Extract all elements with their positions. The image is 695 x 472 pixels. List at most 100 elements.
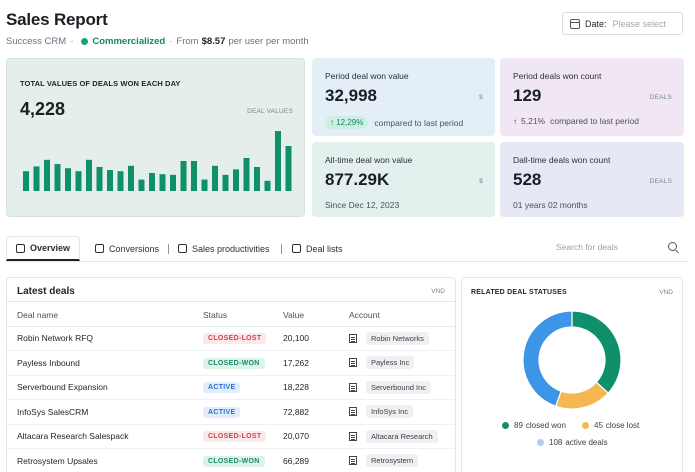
panel-unit: VND [659, 289, 673, 296]
table-row[interactable]: Payless Inbound CLOSED-WON 17,262 Payless I… [7, 350, 455, 376]
status-badge: CLOSED-LOST [203, 333, 267, 345]
latest-deals-panel: Latest deals VND Deal name Status Value … [6, 277, 456, 472]
deals-won-chart-card: TOTAL VALUES OF DEALS WON EACH DAY 4,228… [6, 58, 305, 217]
account-chip[interactable]: Retrosystem [366, 454, 419, 468]
column-header[interactable]: Status [193, 305, 273, 327]
page-header: Sales Report Success CRM - Commercialize… [6, 10, 309, 47]
deal-account: Retrosystem [339, 448, 455, 472]
tab-label: Overview [30, 243, 71, 253]
deal-status: CLOSED-LOST [193, 326, 273, 351]
bar [170, 174, 176, 191]
table-row[interactable]: Robin Network RFQ CLOSED-LOST 20,100 Robin … [7, 326, 455, 351]
deal-name: Altacara Research Salespack [7, 424, 193, 449]
account-chip[interactable]: Payless Inc [366, 356, 415, 370]
kpi-value: 877.29K [325, 170, 390, 189]
bar [96, 167, 103, 191]
legend-count: 108 [549, 438, 563, 447]
deal-value: 20,100 [273, 326, 339, 351]
chart-title: TOTAL VALUES OF DEALS WON EACH DAY [20, 79, 181, 88]
tab-divider [168, 244, 169, 254]
bar [212, 165, 218, 191]
legend-dot-icon [502, 422, 509, 429]
deal-value: 20,070 [273, 424, 339, 449]
deal-value: 72,882 [273, 399, 339, 425]
table-row[interactable]: Serverbound Expansion ACTIVE 18,228 Serverb… [7, 375, 455, 400]
tab-bar: Overview Conversions Sales productivitie… [6, 236, 689, 262]
deals-table: Deal name Status Value Account Robin Net… [7, 305, 455, 472]
search-icon[interactable] [668, 242, 677, 251]
dollar-icon [16, 243, 25, 253]
change-badge: ↑ 12,29% [325, 116, 369, 129]
kpi-foot: ↑ 5,21% compared to last period [513, 116, 639, 126]
account-cell: Payless Inc [349, 356, 455, 370]
kpi-title: All-time deal won value [325, 155, 413, 165]
separator: - [70, 36, 74, 47]
search-input[interactable]: Search for deals [556, 242, 618, 252]
column-header[interactable]: Account [339, 305, 455, 327]
account-cell: InfoSys Inc [349, 405, 455, 419]
kpi-alltime-count: Dall-time deals won count 528 DEALS 01 y… [500, 142, 684, 217]
kpi-unit: $ [479, 94, 483, 101]
status-badge: CLOSED-WON [203, 455, 265, 467]
kpi-foot: Since Dec 12, 2023 [325, 200, 400, 210]
divider [7, 301, 455, 302]
kpi-foot: ↑ 12,29% compared to last period [325, 116, 463, 129]
bar [138, 179, 145, 191]
status-badge: CLOSED-WON [203, 357, 265, 369]
column-header[interactable]: Deal name [7, 305, 193, 327]
legend-item-closed-won: 89 closed won [502, 421, 566, 430]
tab-deal-lists[interactable]: Deal lists [292, 236, 343, 261]
price: $8.57 [201, 36, 226, 47]
bar [201, 179, 208, 191]
tab-sales-productivities[interactable]: Sales productivities [178, 236, 270, 261]
tab-overview[interactable]: Overview [6, 236, 81, 261]
bar [75, 171, 82, 191]
deal-status: CLOSED-WON [193, 448, 273, 472]
deal-value: 18,228 [273, 375, 339, 400]
bar [275, 131, 281, 191]
status-badge: ACTIVE [203, 382, 241, 394]
columns-icon [95, 244, 104, 253]
tab-conversions[interactable]: Conversions [95, 236, 159, 261]
legend-dot-icon [582, 422, 589, 429]
kpi-period-count: Period deals won count 129 DEALS ↑ 5,21%… [500, 58, 684, 136]
table-row[interactable]: Retrosystem Upsales CLOSED-WON 66,289 Retro… [7, 448, 455, 472]
building-icon [349, 407, 357, 417]
slice-active [522, 310, 573, 408]
deal-value: 66,289 [273, 448, 339, 472]
bar [33, 166, 40, 191]
kpi-title: Period deals won count [513, 71, 602, 81]
legend-item-active: 108 active deals [537, 438, 608, 447]
column-header[interactable]: Value [273, 305, 339, 327]
bar [149, 173, 155, 191]
date-filter[interactable]: Date: Please select [562, 12, 683, 35]
legend-item-close-lost: 45 close lost [582, 421, 639, 430]
change-value: 12,29% [336, 118, 364, 127]
kpi-unit: $ [479, 178, 483, 185]
deal-account: Robin Networks [339, 326, 455, 351]
bar [128, 165, 134, 191]
legend-count: 89 [514, 421, 523, 430]
account-chip[interactable]: InfoSys Inc [366, 405, 414, 419]
date-label: Date: [585, 18, 607, 29]
bar [159, 174, 166, 191]
change-text: compared to last period [550, 116, 639, 126]
deal-name: InfoSys SalesCRM [7, 399, 193, 425]
bar [180, 161, 187, 191]
bar [117, 171, 124, 191]
table-row[interactable]: Altacara Research Salespack CLOSED-LOST 20… [7, 424, 455, 449]
kpi-period-value: Period deal won value 32,998 $ ↑ 12,29% … [312, 58, 495, 136]
status-donut-chart [522, 310, 622, 410]
kpi-unit: DEALS [649, 94, 672, 101]
deal-status: CLOSED-WON [193, 350, 273, 376]
bar [285, 146, 292, 191]
date-placeholder: Please select [612, 18, 667, 29]
table-row[interactable]: InfoSys SalesCRM ACTIVE 72,882 InfoSys Inc [7, 399, 455, 425]
chart-unit: DEAL VALUES [247, 108, 293, 115]
bar [54, 164, 61, 191]
bar [233, 169, 239, 191]
account-chip[interactable]: Serverbound Inc [366, 380, 432, 394]
building-icon [349, 333, 357, 343]
account-chip[interactable]: Altacara Research [366, 429, 438, 443]
account-chip[interactable]: Robin Networks [366, 331, 429, 345]
